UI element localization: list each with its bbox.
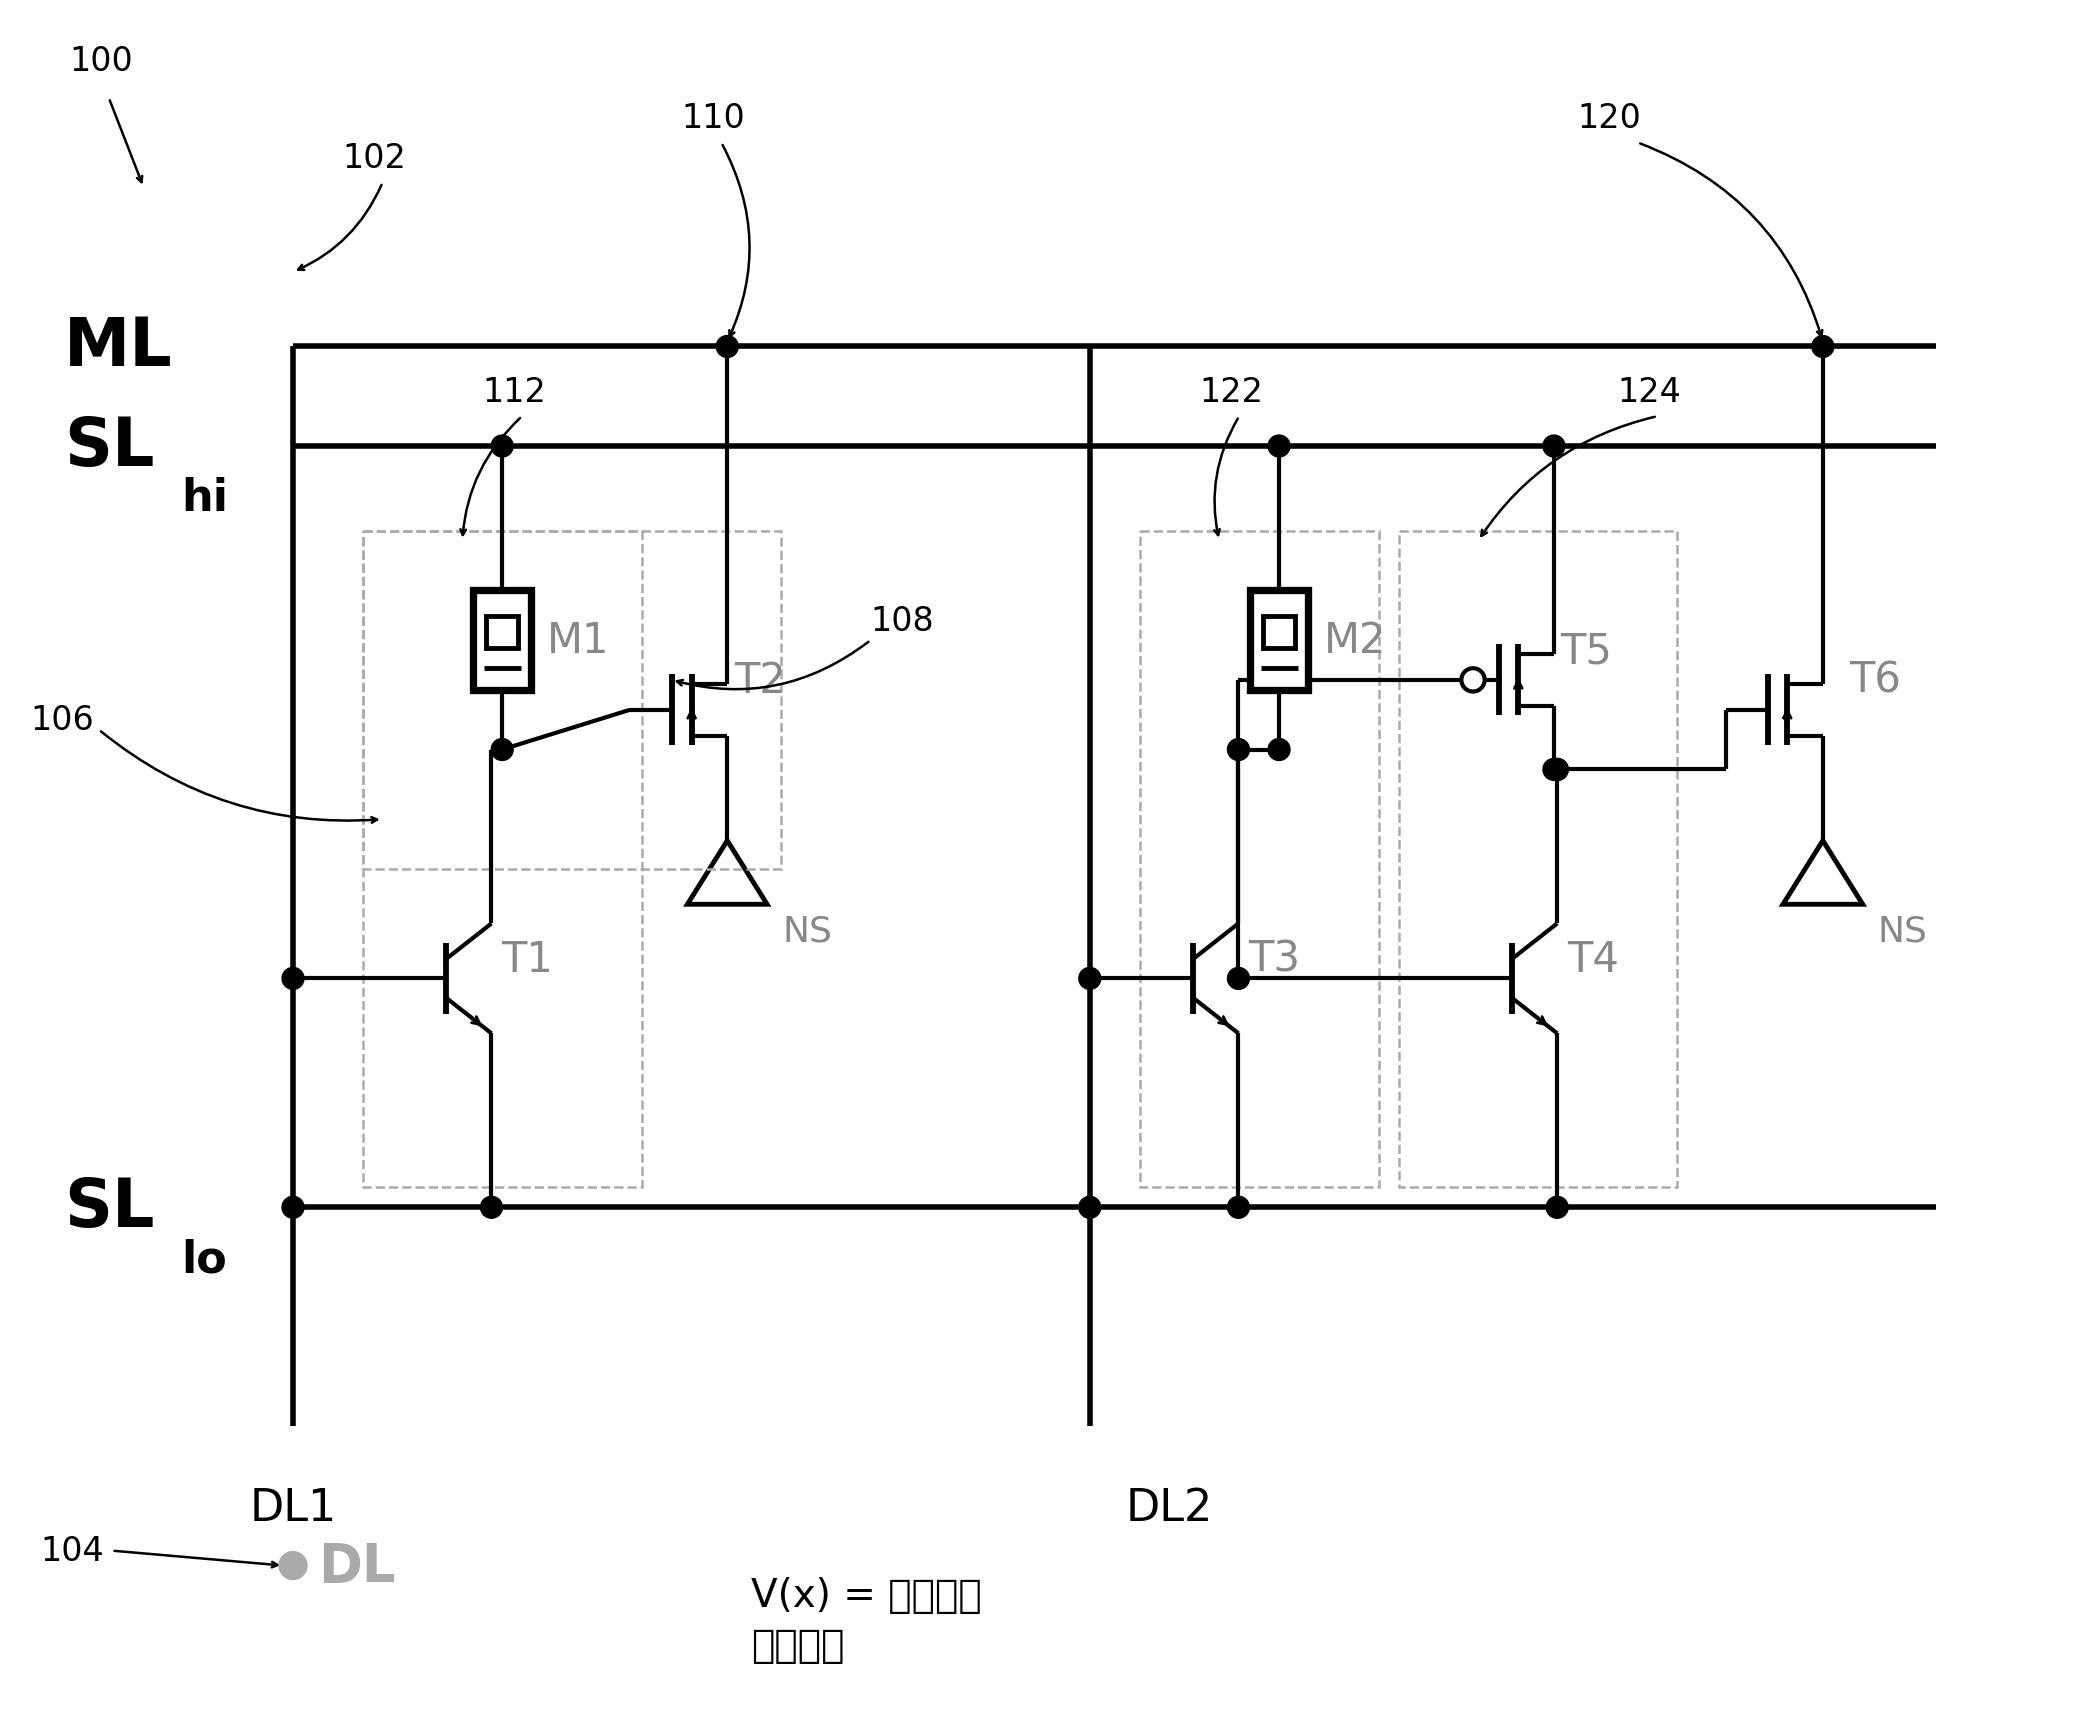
Text: 124: 124: [1618, 375, 1682, 408]
Circle shape: [1547, 759, 1568, 782]
Bar: [362, 531, 641, 1188]
Text: 104: 104: [40, 1534, 104, 1567]
Circle shape: [491, 739, 512, 761]
Circle shape: [1268, 739, 1291, 761]
Text: T1: T1: [502, 938, 554, 980]
Circle shape: [1078, 968, 1101, 989]
Circle shape: [1811, 336, 1834, 358]
Circle shape: [1228, 739, 1249, 761]
Bar: [473, 591, 531, 691]
Text: SL: SL: [65, 413, 154, 480]
Text: T4: T4: [1568, 938, 1620, 980]
Text: 102: 102: [344, 142, 406, 175]
Text: DL1: DL1: [250, 1486, 337, 1529]
Circle shape: [481, 1196, 502, 1219]
Text: 110: 110: [681, 103, 745, 135]
Bar: [1399, 531, 1678, 1188]
Bar: [1249, 591, 1307, 691]
Circle shape: [1547, 759, 1568, 782]
Text: NS: NS: [783, 914, 833, 948]
Circle shape: [491, 435, 512, 458]
Text: 122: 122: [1199, 375, 1264, 408]
Circle shape: [281, 968, 304, 989]
Text: 100: 100: [69, 45, 133, 79]
Bar: [1139, 531, 1378, 1188]
Text: SL: SL: [65, 1174, 154, 1241]
Text: V(x) = 模拟输入: V(x) = 模拟输入: [752, 1577, 983, 1615]
Circle shape: [1543, 759, 1566, 782]
Circle shape: [1228, 968, 1249, 989]
Circle shape: [1543, 435, 1566, 458]
Text: 106: 106: [29, 704, 94, 737]
Text: 电压信号: 电压信号: [752, 1627, 845, 1664]
Bar: [1264, 617, 1295, 648]
Circle shape: [279, 1551, 306, 1580]
Text: lo: lo: [181, 1238, 227, 1280]
Text: T6: T6: [1849, 660, 1901, 701]
Text: 108: 108: [870, 605, 935, 638]
Text: DL: DL: [319, 1539, 396, 1592]
Circle shape: [281, 1196, 304, 1219]
Bar: [362, 531, 781, 869]
Text: NS: NS: [1878, 914, 1928, 948]
Text: DL2: DL2: [1126, 1486, 1214, 1529]
Text: T5: T5: [1559, 629, 1611, 672]
Text: T2: T2: [733, 660, 785, 701]
Text: M2: M2: [1324, 620, 1387, 662]
Text: ML: ML: [65, 314, 173, 381]
Text: hi: hi: [181, 476, 229, 519]
Text: 120: 120: [1578, 103, 1643, 135]
Text: 112: 112: [483, 375, 545, 408]
Bar: [487, 617, 518, 648]
Circle shape: [1078, 1196, 1101, 1219]
Circle shape: [1268, 435, 1291, 458]
Circle shape: [716, 336, 739, 358]
Text: M1: M1: [548, 620, 610, 662]
Circle shape: [1228, 1196, 1249, 1219]
Circle shape: [1547, 1196, 1568, 1219]
Text: T3: T3: [1249, 938, 1299, 980]
